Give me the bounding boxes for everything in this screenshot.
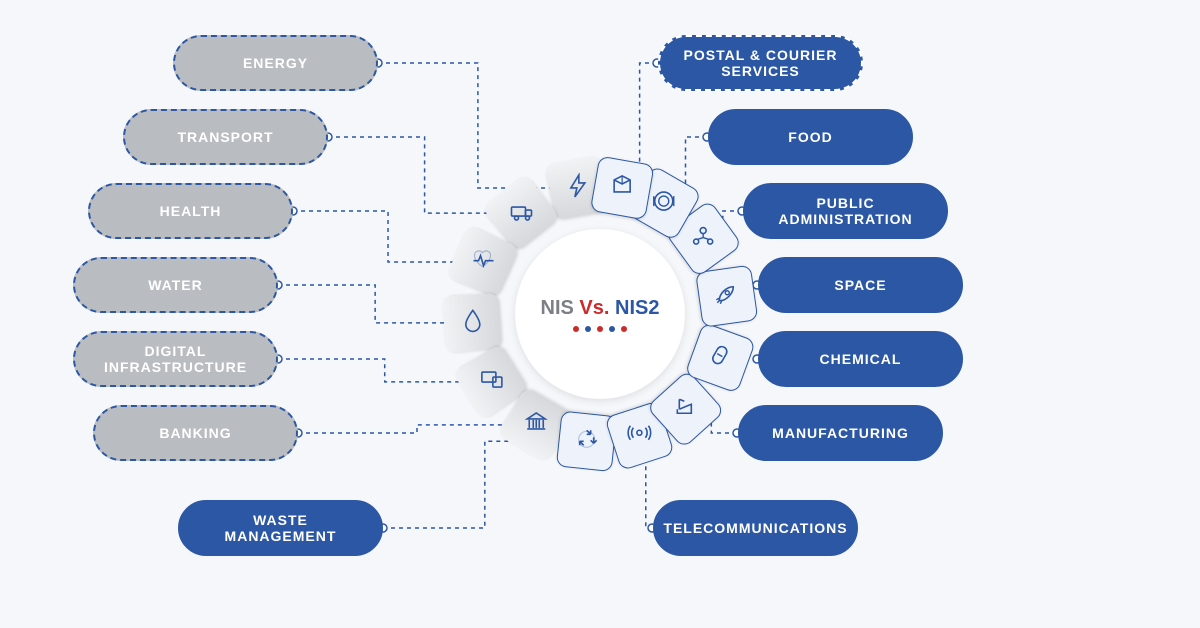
center-nis2-text: NIS2	[615, 297, 659, 319]
sector-pill-label: DIGITAL INFRASTRUCTURE	[91, 343, 260, 375]
sector-pill-label: FOOD	[788, 129, 832, 145]
sector-pill-telecom: TELECOMMUNICATIONS	[653, 500, 858, 556]
waste-icon	[574, 426, 600, 457]
sector-pill-label: CHEMICAL	[820, 351, 902, 367]
digital-icon	[478, 366, 504, 397]
ring-segment	[590, 156, 655, 221]
water-icon	[459, 307, 485, 338]
ring-segment	[442, 293, 502, 353]
center-dots	[573, 326, 627, 332]
sector-pill-space: SPACE	[758, 257, 963, 313]
sector-pill-manufacturing: MANUFACTURING	[738, 405, 943, 461]
manufacturing-icon	[673, 394, 699, 425]
telecom-icon	[627, 420, 653, 451]
center-dot	[621, 326, 627, 332]
sector-pill-energy: ENERGY	[173, 35, 378, 91]
health-icon	[470, 246, 496, 277]
banking-icon	[523, 409, 549, 440]
postal-icon	[609, 172, 635, 203]
food-icon	[651, 188, 677, 219]
sector-pill-health: HEALTH	[88, 183, 293, 239]
space-icon	[714, 281, 740, 312]
center-dot	[609, 326, 615, 332]
center-hub: NIS Vs. NIS2	[515, 229, 685, 399]
sector-pill-chemical: CHEMICAL	[758, 331, 963, 387]
sector-pill-label: HEALTH	[160, 203, 222, 219]
sector-pill-label: SPACE	[834, 277, 886, 293]
sector-pill-food: FOOD	[708, 109, 913, 165]
center-dot	[573, 326, 579, 332]
center-nis-text: NIS	[541, 297, 574, 319]
publicadmin-icon	[691, 223, 717, 254]
sector-pill-publicadmin: PUBLIC ADMINISTRATION	[743, 183, 948, 239]
sector-pill-water: WATER	[73, 257, 278, 313]
center-dot	[597, 326, 603, 332]
transport-icon	[508, 198, 534, 229]
chemical-icon	[707, 342, 733, 373]
center-title: NIS Vs. NIS2	[541, 297, 660, 320]
sector-pill-label: WASTE MANAGEMENT	[196, 512, 365, 544]
sector-pill-digital: DIGITAL INFRASTRUCTURE	[73, 331, 278, 387]
sector-pill-label: MANUFACTURING	[772, 425, 909, 441]
center-dot	[585, 326, 591, 332]
ring-segment	[695, 265, 758, 328]
sector-ring: NIS Vs. NIS2	[430, 144, 770, 484]
sector-pill-label: ENERGY	[243, 55, 308, 71]
sector-pill-banking: BANKING	[93, 405, 298, 461]
sector-pill-waste: WASTE MANAGEMENT	[178, 500, 383, 556]
sector-pill-label: BANKING	[159, 425, 231, 441]
sector-pill-label: TRANSPORT	[177, 129, 273, 145]
center-vs-text: Vs.	[579, 297, 609, 319]
energy-icon	[565, 172, 591, 203]
sector-pill-label: PUBLIC ADMINISTRATION	[761, 195, 930, 227]
sector-pill-label: POSTAL & COURIER SERVICES	[676, 47, 845, 79]
sector-pill-transport: TRANSPORT	[123, 109, 328, 165]
sector-pill-label: WATER	[148, 277, 203, 293]
sector-pill-postal: POSTAL & COURIER SERVICES	[658, 35, 863, 91]
sector-pill-label: TELECOMMUNICATIONS	[663, 520, 847, 536]
